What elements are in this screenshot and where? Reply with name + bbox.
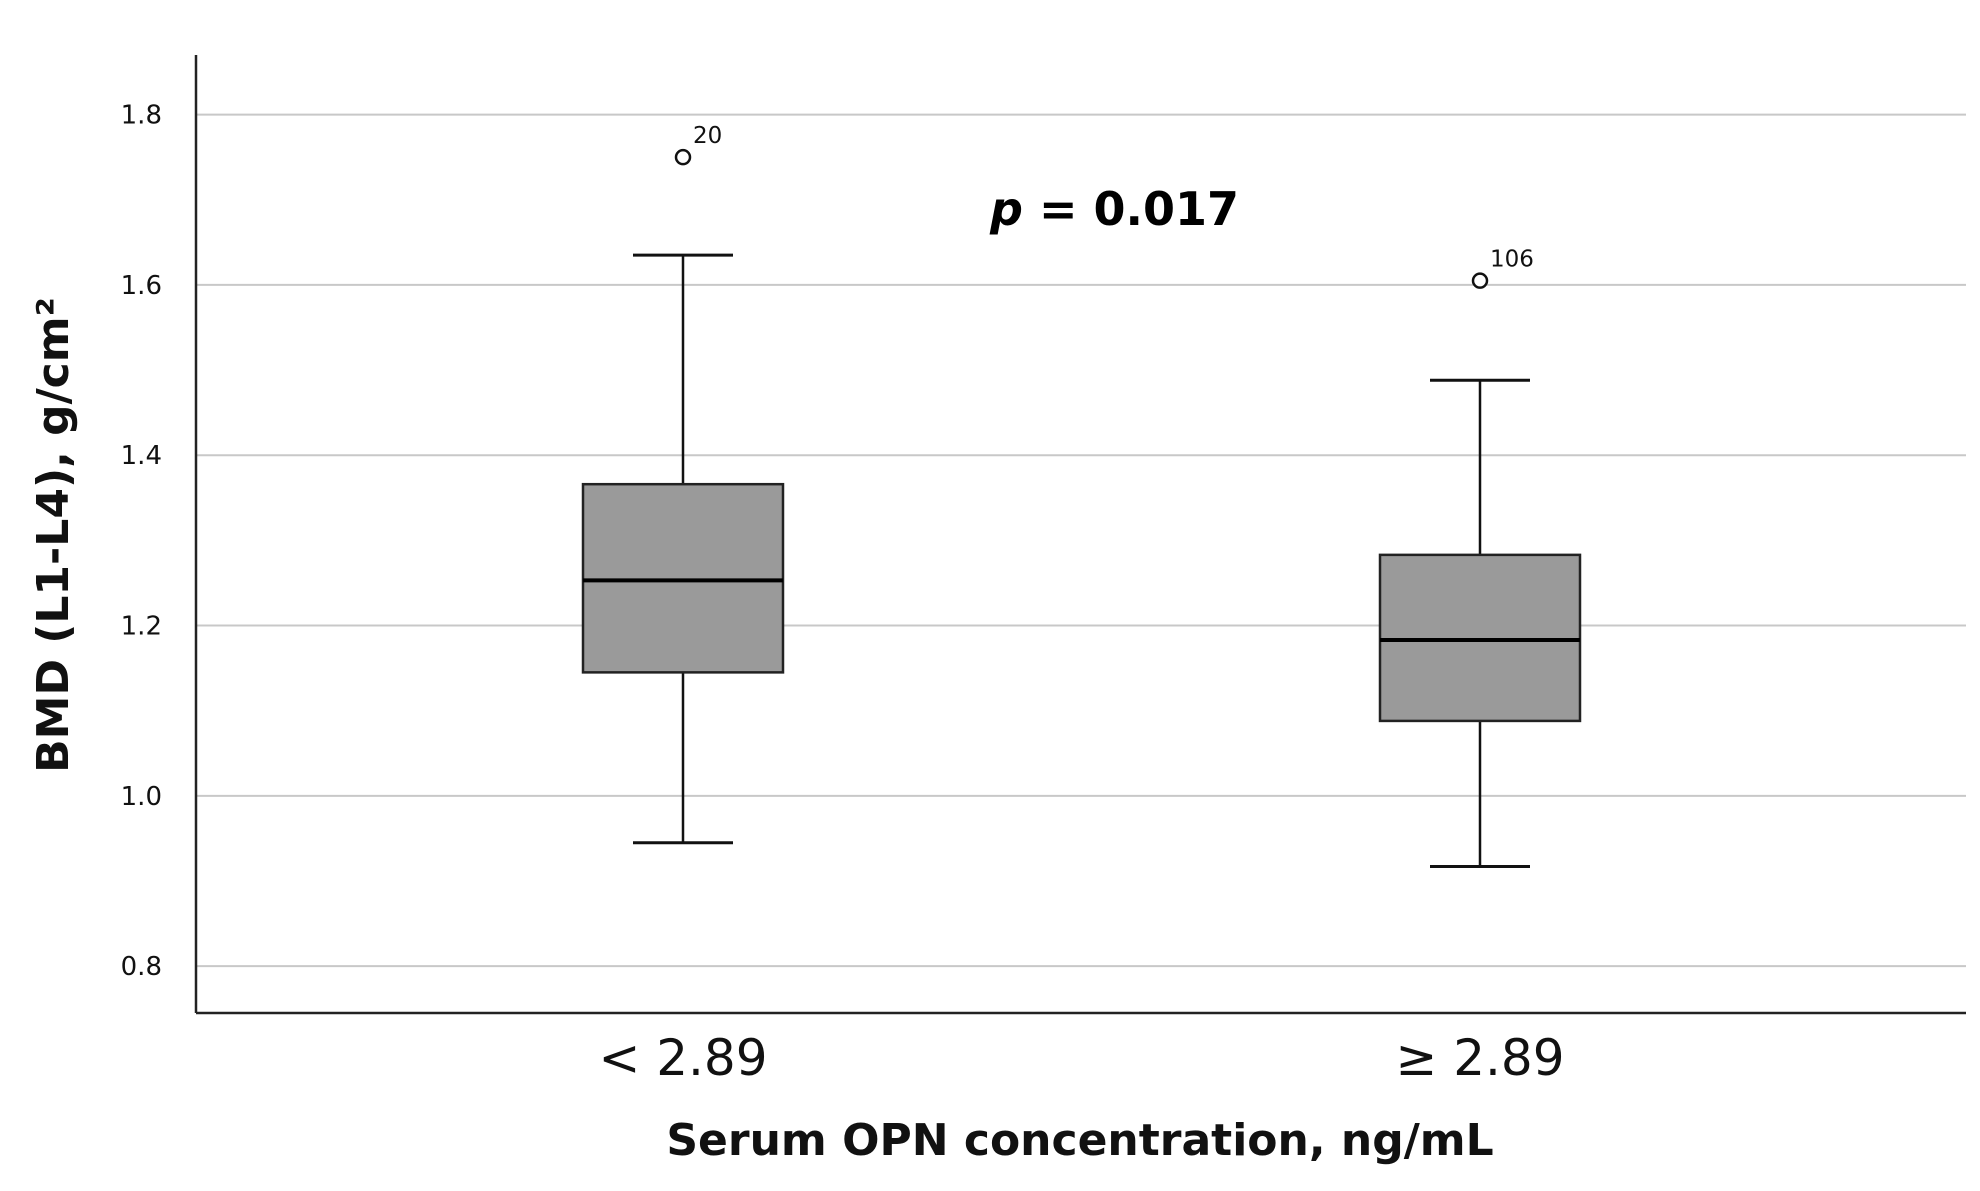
outlier-0-0: [674, 148, 692, 166]
y-tick-label-4: 1.6: [121, 271, 162, 301]
outlier-label-1-0: 106: [1490, 247, 1534, 273]
y-tick-label-5: 1.8: [121, 101, 162, 131]
outlier-1-0: [1471, 272, 1489, 289]
x-category-labels: < 2.89 ≥ 2.89: [598, 1029, 1564, 1087]
y-tick-label-3: 1.4: [121, 441, 162, 471]
y-tick-label-0: 0.8: [121, 952, 162, 982]
axes: [194, 55, 1966, 1015]
p-value-text: = 0.017: [1023, 182, 1239, 236]
p-value-annotation: p = 0.017: [989, 182, 1239, 236]
iqr-box-1: [1378, 553, 1582, 723]
box-group-0: 20: [581, 123, 785, 845]
grid-lines: [196, 113, 1966, 968]
y-tick-labels: 0.8 1.0 1.2 1.4 1.6 1.8: [121, 101, 162, 983]
x-axis-title: Serum OPN concentration, ng/mL: [666, 1115, 1493, 1166]
x-category-label-1: ≥ 2.89: [1395, 1029, 1564, 1087]
x-category-label-0: < 2.89: [598, 1029, 767, 1087]
y-tick-label-2: 1.2: [121, 612, 162, 642]
outlier-label-0-0: 20: [693, 123, 722, 149]
y-axis-title: BMD (L1-L4), g/cm²: [28, 297, 79, 773]
iqr-box-0: [581, 482, 785, 674]
p-value-italic: p: [989, 182, 1023, 236]
y-tick-label-1: 1.0: [121, 782, 162, 812]
box-group-1: 106: [1378, 247, 1582, 869]
box-series: 20 106: [581, 123, 1582, 869]
